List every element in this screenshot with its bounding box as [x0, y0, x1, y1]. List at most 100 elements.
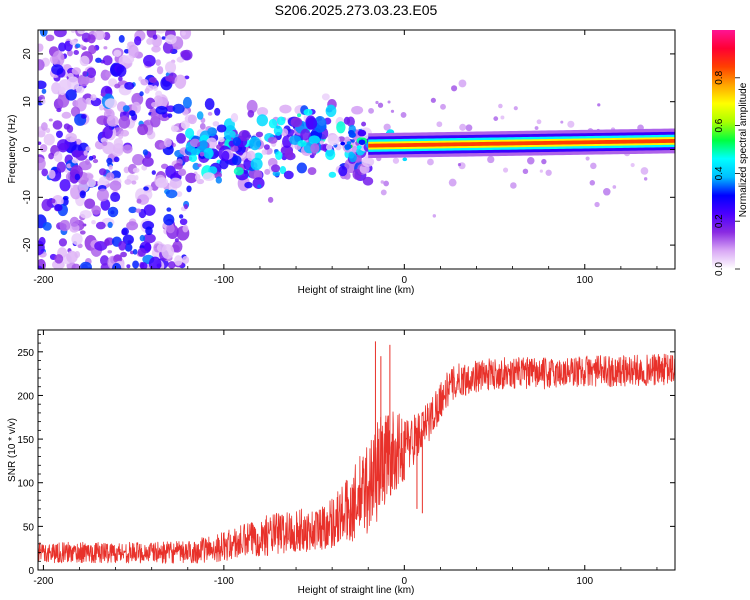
spectrogram-cell: [118, 35, 125, 43]
spectrogram-cell: [510, 182, 517, 189]
spectrogram-cell: [186, 185, 192, 193]
spectrogram-cell: [105, 70, 112, 78]
spectrogram-cell: [348, 151, 355, 159]
spectrogram-cell: [58, 86, 66, 96]
spectrogram-cell: [233, 167, 244, 176]
spectrogram-cell: [327, 134, 340, 146]
spectrogram-cell: [319, 140, 324, 145]
spectrogram-cell: [283, 170, 294, 180]
spectrogram-cell: [88, 44, 97, 55]
spectrogram-ytick-label: 20: [22, 48, 33, 60]
spectrogram-cell: [142, 149, 149, 156]
spectrogram-ytick-label: -20: [22, 237, 33, 252]
spectrogram-cell: [458, 79, 467, 88]
spectrogram-cell: [249, 136, 261, 151]
spectrogram-cell: [65, 132, 77, 143]
spectrogram-cell: [108, 164, 113, 170]
spectrogram-cell: [457, 163, 462, 167]
spectrogram-cell: [271, 164, 281, 173]
spectrogram-cell: [252, 177, 265, 189]
spectrogram-cell: [296, 162, 308, 174]
spectrogram-cell: [95, 221, 106, 230]
spectrogram-cell: [268, 118, 278, 129]
spectrogram-cell: [96, 188, 109, 202]
spectrogram-cell: [643, 177, 648, 181]
colorbar-ticks: 0.0 0.2 0.4 0.6 0.8: [714, 70, 740, 276]
spectrogram-cell: [58, 42, 67, 52]
spectrogram-cell: [124, 243, 133, 252]
spectrogram-cell: [122, 55, 135, 64]
spectrogram-cell: [144, 87, 150, 94]
spectrogram-cell: [539, 169, 543, 173]
spectrogram-cell: [102, 126, 113, 139]
spectrogram-cell: [148, 77, 157, 83]
spectrogram-cell: [38, 80, 47, 90]
spectrogram-cell: [93, 30, 106, 41]
spectrogram-cell: [51, 194, 64, 208]
spectrogram-cell: [261, 149, 268, 155]
spectrogram-cell: [338, 165, 348, 177]
spectrogram-cell: [377, 102, 384, 108]
spectrogram-cell: [122, 144, 133, 154]
spectrogram-cell: [522, 168, 529, 175]
spectrogram-cell: [116, 65, 127, 77]
snr-spikes: [374, 341, 423, 514]
spectrogram-cell: [100, 92, 106, 97]
spectrogram-cell: [459, 123, 467, 131]
spectrogram-cell: [585, 156, 590, 161]
spectrogram-cell: [640, 167, 649, 175]
spectrogram-cell: [82, 70, 88, 77]
spectrogram-cell: [336, 121, 346, 134]
spectrogram-cell: [216, 124, 227, 133]
spectrogram-cell: [541, 158, 547, 165]
spectrogram-cell: [325, 144, 333, 151]
spectrogram-cell: [140, 78, 149, 86]
spectrogram-cell: [256, 114, 269, 127]
spectrogram-cell: [144, 242, 152, 252]
spectrogram-cell: [214, 107, 221, 116]
spectrogram-cell: [400, 112, 407, 118]
spectrogram-cell: [165, 75, 175, 82]
spectrogram-cell: [103, 46, 108, 50]
spectrogram-cell: [383, 123, 391, 131]
snr-xtick-label: 0: [402, 576, 408, 587]
spectrogram-cell: [143, 186, 149, 191]
spectrogram-cell: [215, 176, 223, 184]
spectrogram-cell: [43, 133, 55, 146]
spectrogram-cell: [85, 146, 91, 152]
spectrogram-cell: [94, 241, 108, 251]
spectrogram-cell: [165, 189, 178, 199]
spectrogram-cell: [79, 230, 86, 235]
spectrogram-cell: [59, 219, 71, 232]
spectrogram-cell: [207, 111, 213, 116]
snr-ylabel: SNR (10 * v/v): [7, 418, 18, 482]
snr-xtick-label: -200: [33, 576, 53, 587]
spectrogram-cell: [121, 227, 129, 236]
spectrogram-cell: [199, 139, 208, 150]
spectrogram-cell: [152, 34, 158, 40]
spectrogram-cell: [65, 89, 77, 101]
spectrogram-cell: [38, 59, 45, 71]
spectrogram-cell: [73, 50, 79, 55]
spectrogram-cell: [71, 158, 79, 164]
spectrogram-cell: [275, 151, 283, 160]
spectrogram-cell: [83, 150, 88, 156]
spectrogram-cell: [148, 256, 162, 269]
spectrogram-xtick-label: 0: [402, 275, 408, 286]
spectrogram-cell: [174, 255, 183, 266]
spectrogram-cell: [361, 121, 367, 127]
spectrogram-cell: [218, 137, 225, 143]
spectrogram-cell: [182, 96, 192, 109]
spectrogram-cell: [113, 255, 123, 263]
spectrogram-cell: [99, 255, 110, 266]
spectrogram-cell: [380, 180, 385, 184]
snr-xtick-label: -100: [214, 576, 234, 587]
colorbar-label: Normalized spectral amplitude: [738, 82, 749, 217]
spectrogram-cell: [71, 67, 82, 75]
spectrogram-cell: [493, 116, 499, 121]
spectrogram-cell: [90, 94, 97, 101]
spectrogram-cell: [103, 238, 110, 247]
spectrogram-cell: [122, 105, 130, 112]
spectrogram-cell: [174, 238, 179, 243]
